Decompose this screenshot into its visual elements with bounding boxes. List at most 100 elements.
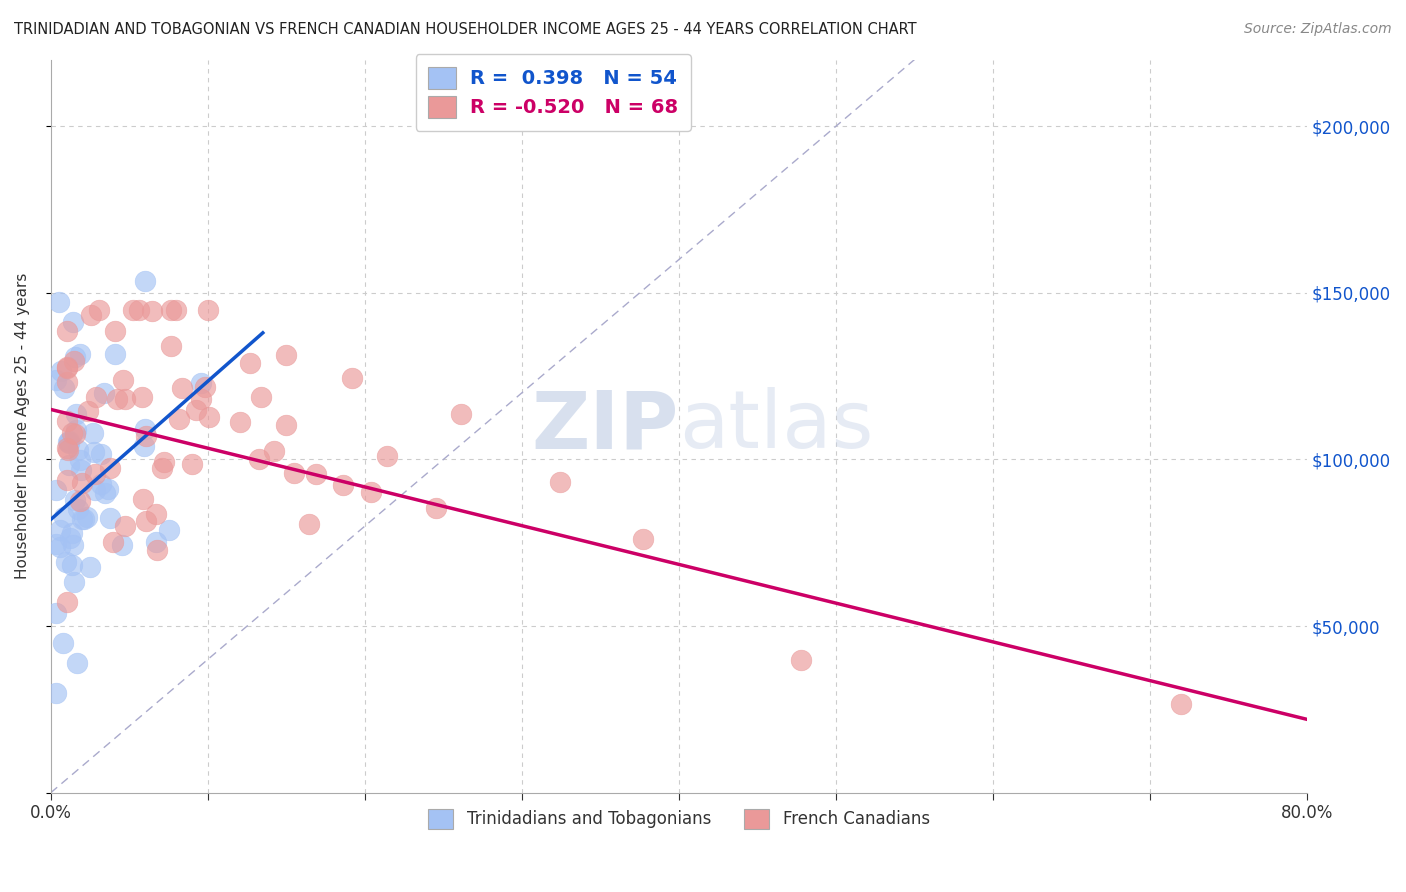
Point (58, 434, 80, 448)
Point (228, 415, 250, 429)
Point (340, 371, 363, 385)
Point (194, 380, 217, 394)
Point (55, 376, 77, 390)
Point (132, 439, 155, 453)
Point (239, 356, 262, 370)
Point (135, 514, 157, 528)
Point (789, 653, 811, 667)
Point (305, 467, 328, 482)
Point (90, 477, 112, 491)
Point (276, 418, 298, 433)
Point (105, 392, 128, 407)
Point (45, 483, 67, 498)
Point (197, 302, 219, 317)
Point (70, 512, 93, 526)
Point (186, 403, 208, 417)
Point (134, 274, 156, 288)
Point (114, 392, 136, 407)
Point (250, 390, 273, 404)
Text: Source: ZipAtlas.com: Source: ZipAtlas.com (1244, 22, 1392, 37)
Point (114, 519, 136, 533)
Point (283, 466, 305, 480)
Point (132, 492, 155, 507)
Point (98, 460, 121, 475)
Point (131, 390, 153, 404)
Point (263, 444, 285, 458)
Point (165, 302, 187, 317)
Point (52, 636, 75, 650)
Point (134, 422, 156, 436)
Point (65, 423, 87, 437)
Point (145, 508, 167, 522)
Point (55, 414, 77, 428)
Point (63, 575, 86, 590)
Point (128, 302, 150, 317)
Point (550, 475, 572, 489)
Point (55, 595, 77, 609)
Point (70, 463, 93, 477)
Point (159, 302, 181, 317)
Point (111, 538, 134, 552)
Y-axis label: Householder Income Ages 25 - 44 years: Householder Income Ages 25 - 44 years (15, 273, 30, 579)
Point (76, 509, 98, 524)
Point (55, 555, 77, 569)
Point (49, 540, 72, 554)
Point (49, 364, 72, 378)
Point (247, 451, 270, 466)
Point (55, 442, 77, 456)
Text: ZIP: ZIP (531, 387, 679, 465)
Point (80, 308, 103, 322)
Point (86, 390, 108, 404)
Point (65, 408, 87, 422)
Point (69, 453, 91, 467)
Point (631, 532, 654, 546)
Point (45, 686, 67, 700)
Point (425, 501, 447, 516)
Point (83, 444, 105, 458)
Point (146, 543, 169, 558)
Legend: Trinidadians and Tobagonians, French Canadians: Trinidadians and Tobagonians, French Can… (422, 802, 936, 836)
Point (56, 442, 79, 457)
Point (167, 411, 190, 425)
Point (98, 511, 121, 525)
Point (121, 302, 143, 317)
Point (55, 324, 77, 338)
Point (104, 347, 127, 361)
Point (82, 425, 104, 440)
Point (70, 476, 93, 491)
Point (375, 449, 398, 463)
Point (52, 381, 75, 395)
Point (84, 467, 107, 481)
Point (332, 478, 354, 492)
Point (45, 607, 67, 621)
Point (58, 435, 80, 450)
Point (63, 350, 86, 364)
Point (150, 461, 173, 475)
Point (93, 386, 115, 401)
Point (60, 558, 83, 572)
Point (190, 376, 212, 390)
Point (59, 531, 82, 545)
Point (55, 359, 77, 374)
Point (73, 512, 96, 526)
Point (60, 526, 83, 541)
Text: atlas: atlas (679, 387, 873, 465)
Point (67, 442, 90, 457)
Point (157, 523, 180, 537)
Point (97, 482, 120, 496)
Point (84, 483, 107, 498)
Point (103, 535, 125, 549)
Point (104, 324, 127, 338)
Point (58, 458, 80, 473)
Point (55, 361, 77, 376)
Point (190, 392, 212, 406)
Point (66, 656, 89, 670)
Point (298, 516, 321, 531)
Point (45, 537, 67, 551)
Point (63, 354, 86, 368)
Point (274, 348, 297, 362)
Point (60, 425, 83, 440)
Point (56, 474, 79, 488)
Point (181, 457, 204, 471)
Point (160, 339, 183, 353)
